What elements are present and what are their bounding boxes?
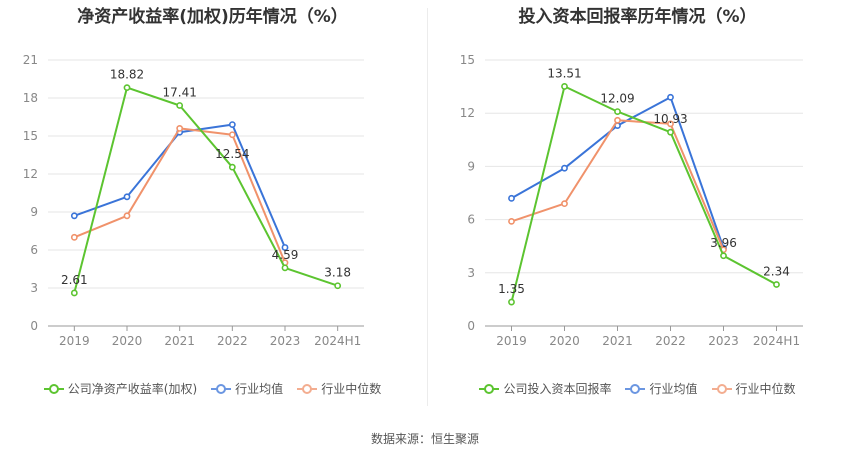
legend-item-median[interactable]: 行业中位数 [297,380,381,397]
data-point-median [667,120,674,128]
data-source-note: 数据来源：恒生聚源 [370,432,479,446]
series-line-median [511,119,725,251]
legend-label: 行业均值 [235,382,284,396]
data-label: 13.51 [547,66,581,80]
data-point-company [614,108,621,116]
data-point-company [773,281,780,288]
x-tick-label: 2022 [217,334,248,348]
legend-line-marker-icon [479,383,500,395]
data-point-company [720,252,727,260]
x-tick-label: 2023 [270,334,301,348]
roe-chart-panel: 净资产收益率(加权)历年情况（%） 0 3 6 9 12 15 18 21 2019 2020 20… [0,0,425,420]
chart-legend: 公司净资产收益率(加权) 行业均值 行业中位数 [0,380,425,397]
data-point-average [561,164,568,172]
data-point-median [228,131,236,139]
x-tick-label: 2019 [59,334,90,348]
legend-line-marker-icon [297,383,318,395]
x-tick-label: 2019 [496,334,527,348]
data-point-average [228,121,236,128]
data-label: 3.18 [324,266,351,280]
data-label: 17.41 [162,85,196,99]
y-tick-label: 6 [30,243,38,257]
legend-line-marker-icon [625,383,646,395]
roe-chart-svg: 0 3 6 9 12 15 18 21 2019 2020 2021 2022 2023 2024H1 2.… [23,53,364,348]
y-tick-label: 9 [467,159,475,173]
y-tick-label: 12 [23,167,38,181]
y-tick-label: 21 [23,53,38,67]
legend-label: 行业中位数 [321,382,382,396]
legend-line-marker-icon [211,383,232,395]
legend-label: 行业中位数 [735,382,796,396]
data-point-median [70,233,78,241]
y-tick-label: 15 [23,129,38,143]
y-tick-label: 12 [460,106,475,120]
data-point-company [70,289,78,297]
roic-chart-panel: 投入资本回报率历年情况（%） 0 3 6 9 12 15 2019 2020 2021 2022 2… [425,0,850,420]
legend-line-marker-icon [711,383,732,395]
legend-item-median[interactable]: 行业中位数 [711,380,796,397]
y-tick-label: 9 [30,205,38,219]
data-point-median [123,212,131,220]
data-point-median [508,217,515,225]
data-point-company [281,264,289,272]
legend-item-average[interactable]: 行业均值 [625,380,698,397]
x-tick-label: 2024H1 [753,334,800,348]
data-label: 2.34 [763,265,790,279]
y-tick-label: 0 [30,319,38,333]
data-point-average [123,193,131,201]
chart-title: 净资产收益率(加权)历年情况（%） [77,7,348,27]
data-label: 3.96 [710,236,737,250]
data-point-company [123,84,131,92]
data-point-company [228,163,236,171]
y-tick-label: 3 [30,281,38,295]
panel-divider [427,8,428,406]
y-tick-label: 6 [467,213,475,227]
legend-label: 公司净资产收益率(加权) [67,382,198,396]
data-point-median [176,124,184,132]
data-label: 4.59 [272,248,299,262]
x-tick-label: 2020 [112,334,143,348]
data-label: 2.61 [61,273,88,287]
data-point-company [334,282,342,290]
y-tick-label: 0 [467,319,475,333]
data-point-average [281,244,289,251]
y-tick-label: 3 [467,266,475,280]
data-point-average [667,93,674,101]
x-tick-label: 2020 [549,334,580,348]
chart-title: 投入资本回报率历年情况（%） [518,7,757,27]
data-point-company [667,128,674,136]
series-line-company [510,85,777,303]
data-point-median [561,200,568,208]
data-point-median [614,116,621,124]
y-tick-label: 18 [23,91,38,105]
series-line-median [73,127,286,264]
series-line-company [73,86,339,294]
data-label: 12.09 [600,92,634,106]
x-tick-label: 2021 [164,334,195,348]
y-tick-label: 15 [460,53,475,67]
data-point-company [561,83,568,90]
data-label: 10.93 [653,112,687,126]
roic-chart-svg: 0 3 6 9 12 15 2019 2020 2021 2022 2023 2024H1 1.35 13… [460,53,803,348]
legend-item-company[interactable]: 公司净资产收益率(加权) [43,380,198,397]
legend-item-average[interactable]: 行业均值 [211,380,283,397]
legend-label: 行业均值 [649,382,698,396]
data-label: 12.54 [215,147,249,161]
data-point-company [176,102,184,109]
x-tick-label: 2021 [602,334,633,348]
x-tick-label: 2023 [708,334,739,348]
x-tick-label: 2022 [655,334,686,348]
data-point-company [508,298,515,306]
x-tick-label: 2024H1 [314,334,361,348]
chart-legend: 公司投入资本回报率 行业均值 行业中位数 [425,380,850,397]
data-point-average [70,212,78,220]
legend-item-company[interactable]: 公司投入资本回报率 [479,380,611,397]
legend-label: 公司投入资本回报率 [503,382,612,396]
data-label: 1.35 [498,282,525,296]
data-point-average [508,194,515,202]
legend-line-marker-icon [43,383,64,395]
data-label: 18.82 [110,68,144,82]
